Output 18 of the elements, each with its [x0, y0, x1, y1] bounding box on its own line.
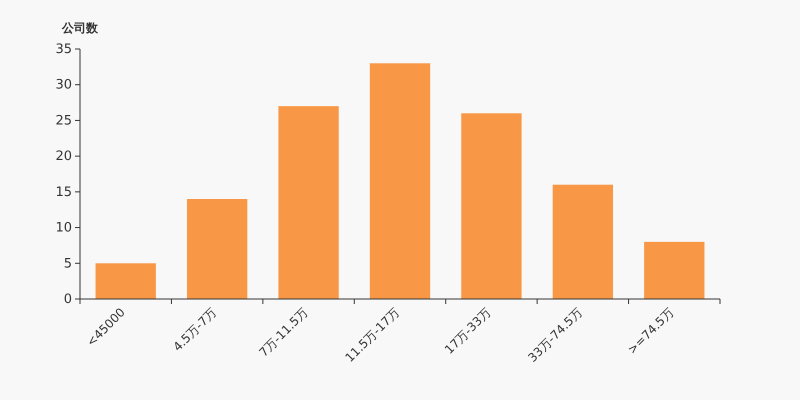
x-tick-label: 4.5万-7万 [170, 305, 220, 354]
bar [278, 106, 339, 299]
bar [552, 184, 614, 299]
bar [644, 242, 704, 299]
y-tick-label: 5 [64, 256, 72, 272]
bar [370, 63, 430, 299]
y-tick-label: 30 [55, 78, 72, 93]
bar [186, 199, 248, 299]
y-tick-label: 15 [55, 184, 72, 200]
y-tick-label: 25 [55, 113, 72, 128]
y-axis-title: 公司数 [61, 21, 99, 35]
bar [96, 263, 156, 299]
y-tick-label: 0 [64, 292, 72, 307]
x-tick-label: 17万-33万 [442, 305, 494, 357]
y-tick-label: 35 [55, 42, 72, 57]
y-tick-label: 10 [55, 220, 72, 236]
bar [461, 113, 522, 299]
y-tick-label: 20 [55, 149, 72, 164]
